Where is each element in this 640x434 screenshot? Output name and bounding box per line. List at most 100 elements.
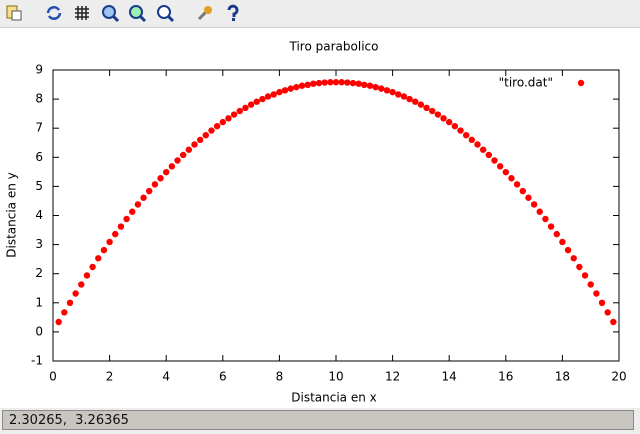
data-point (417, 101, 425, 108)
y-tick-label: 5 (35, 179, 43, 193)
data-point (593, 290, 600, 297)
data-point (564, 246, 572, 254)
data-point (587, 281, 594, 288)
data-point (310, 80, 317, 87)
status-bar: 2.30265, 3.26365 (2, 410, 634, 430)
zoom-next-button[interactable] (127, 3, 147, 23)
data-point (315, 79, 323, 87)
x-tick-label: 0 (49, 370, 57, 384)
data-point (502, 168, 509, 176)
x-tick-label: 20 (611, 370, 626, 384)
data-point (95, 255, 102, 262)
data-point (513, 181, 521, 188)
data-point (576, 263, 583, 271)
y-tick-label: 8 (35, 92, 43, 106)
data-point (338, 79, 345, 86)
data-point (406, 95, 413, 103)
x-tick-label: 10 (328, 370, 343, 384)
data-point (247, 101, 255, 108)
data-point (429, 107, 436, 115)
data-point (225, 115, 232, 122)
data-point (508, 175, 515, 182)
data-point (66, 299, 74, 306)
x-tick-label: 18 (555, 370, 570, 384)
data-point (479, 146, 487, 153)
data-point (287, 85, 294, 92)
data-point (451, 122, 459, 130)
data-point (519, 187, 526, 195)
data-point (129, 208, 136, 215)
x-tick-label: 16 (498, 370, 513, 384)
plot-background (0, 28, 640, 408)
data-point (140, 194, 147, 201)
data-point (378, 85, 385, 92)
data-point (598, 299, 606, 306)
data-point (242, 104, 249, 112)
data-point (542, 215, 549, 223)
data-point (468, 136, 476, 144)
data-point (276, 88, 283, 96)
data-point (196, 136, 204, 144)
data-point (604, 309, 611, 316)
y-tick-label: 6 (35, 150, 43, 164)
copy-button[interactable] (4, 3, 24, 23)
x-tick-label: 2 (106, 370, 114, 384)
data-point (400, 93, 408, 100)
data-point (78, 281, 85, 288)
data-point (485, 151, 493, 159)
data-point (344, 79, 351, 86)
data-point (383, 87, 391, 94)
data-point (100, 246, 108, 254)
replot-button[interactable] (44, 3, 64, 23)
data-point (202, 131, 210, 139)
data-point (327, 79, 334, 86)
data-point (213, 122, 221, 130)
data-point (474, 141, 481, 148)
help-button[interactable] (223, 3, 243, 23)
x-axis-label: Distancia en x (291, 391, 377, 405)
plot-border (52, 69, 620, 362)
data-point (321, 79, 328, 86)
data-point (496, 163, 504, 170)
data-point (219, 118, 226, 126)
plot-canvas: Tiro parabolico Distancia en x Distancia… (0, 28, 640, 408)
data-point (168, 163, 176, 170)
chart-title: Tiro parabolico (289, 40, 379, 54)
data-point (146, 187, 153, 195)
data-point (570, 255, 577, 262)
data-point (434, 111, 442, 118)
data-point (264, 93, 272, 100)
data-point (349, 79, 357, 87)
data-point (185, 146, 193, 153)
data-point (151, 181, 159, 188)
data-point (61, 309, 68, 316)
data-point (440, 115, 447, 122)
data-point (355, 80, 362, 87)
data-point (423, 104, 430, 112)
data-point (530, 201, 538, 208)
data-point (123, 215, 130, 223)
grid-button[interactable] (72, 3, 92, 23)
data-point (106, 238, 113, 246)
data-point (462, 131, 470, 139)
data-point (293, 83, 300, 91)
y-tick-label: 4 (35, 208, 43, 222)
data-point (332, 79, 340, 86)
data-point (134, 201, 142, 208)
legend-label: "tiro.dat" (499, 76, 553, 90)
zoom-prev-button[interactable] (100, 3, 120, 23)
settings-button[interactable] (195, 3, 215, 23)
data-point (259, 95, 266, 103)
data-point (89, 263, 96, 271)
autoscale-button[interactable] (155, 3, 175, 23)
data-point (412, 98, 419, 105)
data-point (72, 290, 79, 297)
data-point (525, 194, 532, 201)
y-tick-label: 3 (35, 237, 43, 251)
data-point (304, 81, 311, 89)
data-point (253, 98, 260, 105)
data-point (191, 141, 198, 148)
data-point (281, 87, 289, 94)
data-point (83, 272, 91, 279)
data-point (536, 208, 543, 215)
